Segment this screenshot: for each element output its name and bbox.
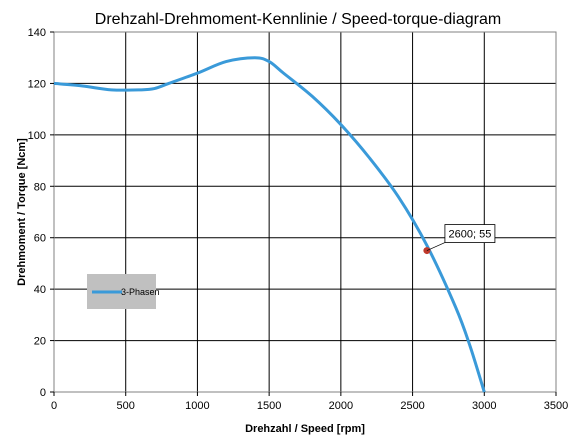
y-tick-label: 20 <box>34 336 46 348</box>
x-tick-label: 0 <box>51 400 57 412</box>
callout-label: 2600; 55 <box>449 229 492 241</box>
y-tick-label: 120 <box>28 78 46 90</box>
legend-label: 3-Phasen <box>121 287 160 297</box>
x-tick-label: 3000 <box>472 400 496 412</box>
grid <box>54 32 556 392</box>
y-tick-label: 100 <box>28 130 46 142</box>
x-tick-label: 1000 <box>185 400 209 412</box>
x-tick-label: 2000 <box>329 400 353 412</box>
y-tick-label: 140 <box>28 27 46 39</box>
chart-title: Drehzahl-Drehmoment-Kennlinie / Speed-to… <box>95 11 501 28</box>
y-tick-label: 60 <box>34 233 46 245</box>
x-tick-label: 500 <box>117 400 135 412</box>
x-tick-label: 3500 <box>544 400 568 412</box>
y-tick-label: 80 <box>34 181 46 193</box>
callout-box <box>444 224 496 243</box>
y-axis-ticks: 0 20 40 60 80 100 120 140 <box>28 27 54 399</box>
callout: 2600; 55 <box>426 224 496 251</box>
legend: 3-Phasen <box>87 274 160 309</box>
x-axis-label: Drehzahl / Speed [rpm] <box>245 423 365 435</box>
callout-leader <box>426 242 446 251</box>
y-axis-label: Drehmoment / Torque [Ncm] <box>16 138 28 286</box>
x-tick-label: 2500 <box>400 400 424 412</box>
y-tick-label: 40 <box>34 284 46 296</box>
series-line-3-phasen <box>53 56 486 393</box>
x-tick-label: 1500 <box>257 400 281 412</box>
plot-area-frame <box>53 31 557 393</box>
y-tick-label: 0 <box>40 387 46 399</box>
x-axis-ticks: 0 500 1000 1500 2000 2500 3000 3500 <box>51 392 568 412</box>
